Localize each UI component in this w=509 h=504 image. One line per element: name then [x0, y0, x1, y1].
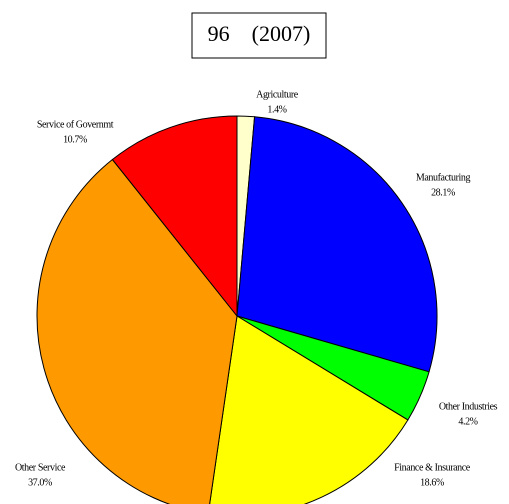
slice-label: Other Service	[15, 462, 66, 473]
slice-value-label: 18.6%	[420, 477, 444, 488]
pie-slice	[209, 315, 409, 504]
slice-value-label: 1.4%	[267, 104, 286, 115]
slice-label: Other Industries	[439, 401, 498, 412]
slice-value-label: 10.7%	[63, 134, 87, 145]
slice-label: Service of Governmt	[37, 119, 114, 130]
pie-slice	[111, 115, 238, 318]
slice-value-label: 4.2%	[458, 416, 477, 427]
pie-slice	[36, 158, 238, 504]
chart-title: 96 (2007)	[208, 21, 311, 46]
slice-label: Finance & Insurance	[394, 462, 471, 473]
title-box	[191, 12, 327, 59]
slice-value-label: 37.0%	[28, 477, 52, 488]
slice-label: Agriculture	[256, 89, 299, 100]
slice-label: Manufacturing	[416, 172, 471, 183]
slice-value-label: 28.1%	[431, 187, 455, 198]
pie-slice	[236, 116, 438, 373]
